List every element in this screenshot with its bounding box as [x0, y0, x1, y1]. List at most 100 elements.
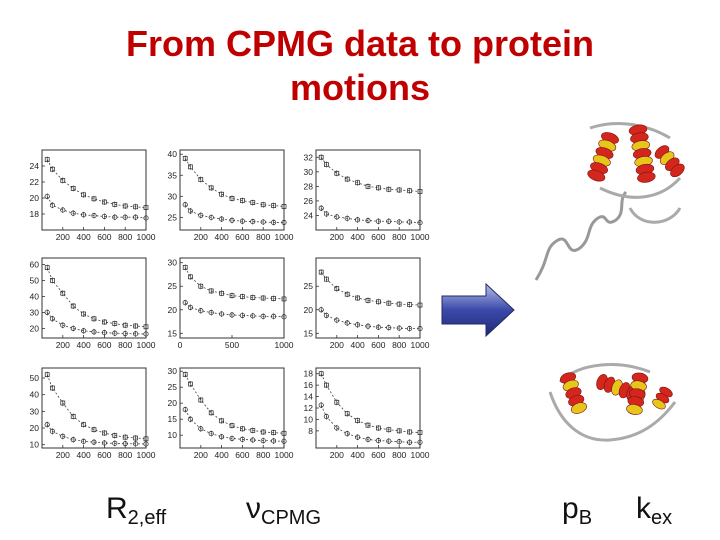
title-line-2: motions [290, 67, 430, 108]
data-point-square [407, 188, 412, 194]
y-tick-label: 10 [30, 440, 40, 450]
data-point-square [334, 170, 340, 176]
data-point-circle [271, 438, 277, 444]
y-tick-label: 60 [30, 259, 40, 269]
data-point-square [334, 286, 340, 291]
plot-panel-r2c1: 200 400 600 800 1000 20 30 40 50 60 [30, 257, 156, 350]
data-point-square [50, 278, 55, 283]
data-point-circle [81, 328, 87, 334]
data-point-square [355, 180, 360, 186]
plot-panel-r3c1: 200 400 600 800 1000 10 20 30 40 50 [30, 367, 156, 460]
data-point-square [70, 186, 76, 191]
data-point-circle [271, 313, 277, 319]
data-point-circle [208, 310, 214, 316]
data-point-circle [318, 307, 324, 313]
series-fit-line [46, 424, 147, 445]
plot-panel-r1c1: 200 400 600 800 1000 18 20 22 24 [30, 149, 156, 242]
data-point-circle [91, 329, 97, 335]
x-tick-label: 1000 [411, 232, 430, 242]
x-tick-label: 800 [392, 232, 406, 242]
data-point-circle [112, 214, 118, 220]
data-point-square [81, 422, 86, 428]
data-point-square [44, 157, 50, 162]
y-tick-label: 15 [168, 328, 178, 338]
y-tick-label: 25 [168, 212, 178, 222]
x-tick-label: 600 [371, 232, 385, 242]
data-point-circle [49, 428, 55, 434]
y-tick-label: 30 [168, 258, 178, 268]
pb-label: pB [562, 492, 593, 529]
data-point-square [250, 295, 256, 300]
plot-frame [179, 149, 285, 231]
x-tick-label: 500 [225, 340, 239, 350]
data-point-square [44, 372, 50, 378]
data-point-circle [355, 322, 361, 328]
y-tick-label: 15 [304, 328, 314, 338]
y-tick-label: 30 [304, 167, 314, 177]
data-point-circle [386, 325, 392, 331]
x-tick-label: 200 [330, 340, 344, 350]
y-tick-label: 30 [168, 366, 178, 376]
y-tick-label: 8 [308, 426, 313, 436]
data-point-circle [386, 218, 392, 224]
data-point-square [240, 294, 245, 299]
data-point-square [271, 430, 276, 435]
data-point-circle [323, 211, 329, 217]
data-point-circle [182, 407, 188, 413]
data-point-circle [417, 326, 423, 332]
plot-frame [179, 367, 285, 449]
data-point-square [407, 429, 412, 435]
data-point-circle [334, 425, 340, 431]
data-point-square [396, 428, 402, 434]
y-tick-label: 20 [168, 398, 178, 408]
y-tick-label: 30 [30, 307, 40, 317]
data-point-square [229, 293, 235, 298]
data-point-square [260, 295, 266, 301]
x-tick-label: 400 [215, 450, 229, 460]
y-tick-label: 30 [168, 191, 178, 201]
series-fit-line [46, 159, 147, 208]
y-tick-label: 40 [168, 149, 178, 159]
data-point-circle [281, 219, 287, 225]
data-point-circle [318, 205, 324, 211]
x-tick-label: 200 [56, 450, 70, 460]
data-point-square [386, 186, 392, 192]
y-tick-label: 40 [30, 390, 40, 400]
data-point-square [102, 199, 107, 205]
plot-frame [41, 367, 147, 449]
data-point-circle [344, 215, 350, 221]
data-point-square [70, 303, 76, 309]
data-point-circle [219, 216, 225, 222]
y-tick-label: 25 [304, 281, 314, 291]
y-tick-label: 14 [304, 392, 314, 402]
data-point-circle [407, 219, 413, 225]
data-point-square [318, 371, 324, 377]
data-point-square [396, 187, 402, 193]
data-point-circle [60, 433, 66, 439]
x-tick-label: 200 [330, 450, 344, 460]
data-point-square [60, 290, 66, 296]
y-tick-label: 10 [168, 430, 178, 440]
data-point-square [112, 321, 118, 326]
data-point-square [355, 418, 360, 423]
data-point-square [417, 430, 423, 435]
data-point-circle [133, 441, 139, 447]
data-point-circle [355, 217, 361, 223]
x-tick-label: 400 [77, 232, 91, 242]
data-point-circle [198, 212, 204, 218]
data-point-circle [81, 212, 87, 218]
data-point-square [260, 202, 266, 208]
data-point-circle [60, 207, 66, 213]
y-tick-label: 25 [168, 281, 178, 291]
nu-cpmg-label: νCPMG [246, 492, 321, 529]
data-point-square [365, 298, 371, 303]
x-tick-label: 1000 [275, 450, 294, 460]
x-tick-label: 400 [351, 450, 365, 460]
data-point-circle [122, 441, 128, 447]
x-tick-label: 400 [77, 450, 91, 460]
data-point-square [60, 400, 66, 406]
data-point-square [91, 427, 97, 433]
data-point-square [376, 185, 381, 191]
y-tick-label: 28 [304, 181, 314, 191]
data-point-square [324, 162, 329, 167]
